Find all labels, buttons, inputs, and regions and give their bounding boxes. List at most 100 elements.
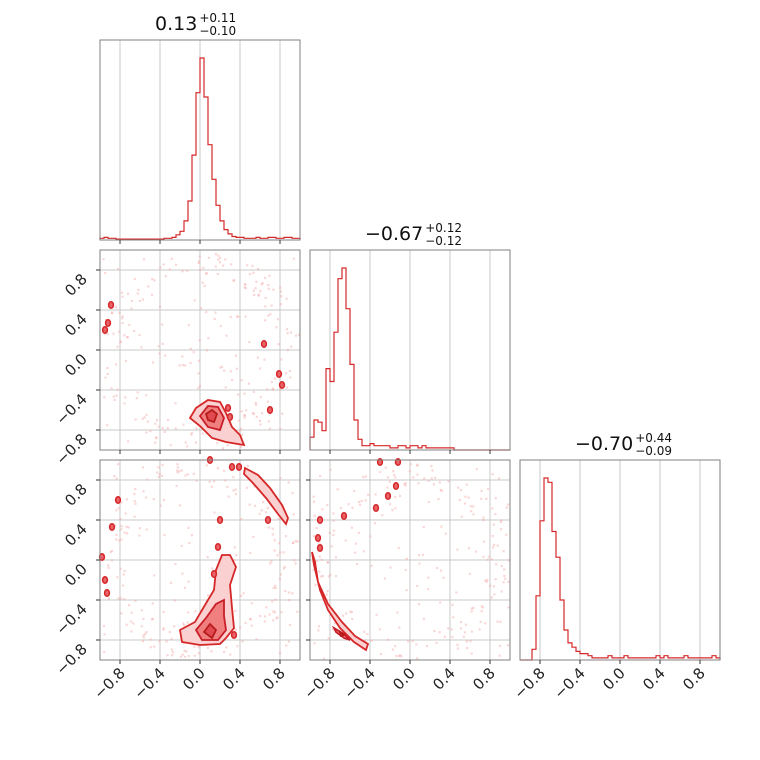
sample-point — [234, 609, 237, 613]
sample-point — [118, 330, 121, 333]
sample-point — [494, 578, 497, 581]
sample-point — [138, 299, 141, 303]
sample-point — [198, 255, 201, 258]
sample-point — [182, 624, 186, 627]
sample-point — [166, 654, 169, 657]
sample-point — [142, 634, 145, 637]
sample-point — [292, 541, 295, 545]
sample-point — [213, 511, 216, 514]
sample-point — [499, 520, 502, 523]
sample-point — [271, 527, 274, 530]
panel-title-value: −0.67 — [365, 223, 423, 245]
sample-point — [294, 334, 297, 337]
sample-point — [265, 606, 268, 609]
sample-point — [133, 330, 136, 333]
sample-point — [142, 636, 145, 639]
sample-point — [435, 641, 438, 645]
sample-point — [166, 427, 169, 430]
sample-point — [271, 387, 274, 390]
sample-point — [456, 548, 459, 551]
sample-point — [109, 550, 112, 554]
sample-point — [279, 427, 282, 430]
sample-point — [106, 372, 109, 376]
sample-point — [263, 276, 267, 279]
sample-point — [286, 332, 289, 335]
sample-point — [112, 395, 115, 398]
sample-point — [320, 558, 323, 561]
sample-point — [117, 597, 120, 600]
sample-point — [181, 364, 184, 367]
sample-point — [153, 574, 156, 577]
sample-point — [246, 264, 249, 267]
sample-point — [205, 349, 208, 352]
sample-point — [287, 481, 290, 484]
contour-island — [224, 404, 232, 412]
sample-point — [321, 574, 324, 578]
sample-point — [141, 640, 144, 643]
contour-panel-0-2 — [96, 456, 301, 664]
sample-point — [462, 635, 465, 638]
sample-point — [254, 287, 257, 290]
sample-point — [147, 285, 150, 288]
sample-point — [197, 652, 200, 655]
contour-inner — [202, 622, 218, 640]
sample-point — [116, 388, 119, 391]
sample-point — [176, 463, 179, 466]
sample-point — [189, 362, 192, 365]
sample-point — [325, 593, 328, 596]
sample-point — [284, 535, 288, 538]
sample-point — [183, 364, 187, 367]
sample-point — [439, 601, 442, 604]
sample-point — [386, 476, 390, 479]
sample-point — [244, 287, 247, 290]
sample-point — [162, 627, 165, 630]
sample-point — [156, 419, 159, 422]
contour-panel-0-1 — [96, 249, 301, 454]
sample-point — [243, 286, 246, 289]
sample-point — [156, 471, 159, 474]
sample-point — [427, 479, 430, 482]
sample-point — [120, 525, 123, 528]
sample-point — [326, 590, 329, 593]
sample-point — [252, 271, 255, 274]
sample-point — [119, 340, 122, 343]
sample-point — [394, 507, 397, 510]
sample-point — [437, 498, 440, 501]
sample-point — [282, 567, 286, 570]
sample-point — [181, 572, 184, 575]
sample-point — [143, 416, 146, 419]
sample-point — [287, 640, 290, 643]
sample-point — [187, 611, 190, 614]
sample-point — [329, 468, 332, 471]
contour-island — [260, 340, 268, 348]
sample-point — [235, 367, 238, 370]
sample-point — [316, 560, 319, 563]
sample-point — [396, 611, 399, 614]
sample-point — [103, 396, 106, 399]
sample-point — [353, 489, 356, 493]
panel-title-lower-error: −0.12 — [425, 234, 462, 248]
sample-point — [276, 554, 279, 557]
sample-point — [168, 268, 171, 271]
sample-point — [397, 654, 401, 658]
sample-point — [237, 315, 240, 318]
sample-point — [351, 506, 354, 509]
sample-point — [274, 586, 277, 589]
sample-point — [154, 441, 157, 444]
sample-point — [142, 617, 145, 620]
sample-point — [489, 584, 492, 587]
sample-point — [240, 427, 243, 430]
sample-point — [455, 591, 458, 594]
sample-point — [418, 562, 421, 565]
sample-point — [216, 272, 219, 276]
sample-point — [370, 639, 373, 642]
sample-point — [255, 280, 258, 283]
sample-point — [259, 290, 262, 293]
sample-point — [394, 476, 397, 479]
sample-point — [205, 464, 208, 467]
sample-point — [279, 290, 282, 293]
sample-point — [248, 503, 251, 506]
sample-point — [285, 372, 288, 375]
sample-point — [482, 516, 485, 519]
sample-point — [133, 277, 136, 281]
